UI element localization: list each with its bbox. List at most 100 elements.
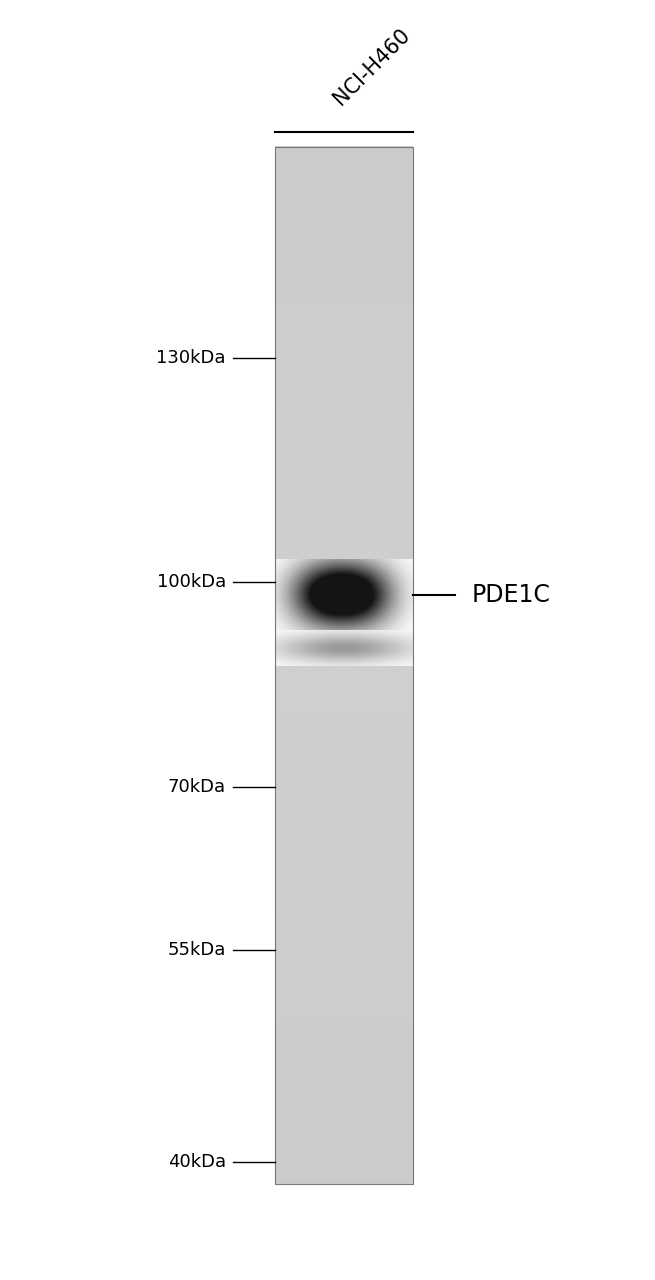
Bar (275, 945, 413, 951)
Bar (275, 338, 413, 344)
Bar (275, 452, 413, 458)
Bar (275, 700, 413, 707)
Bar (275, 1079, 413, 1085)
Bar (275, 861, 413, 868)
Bar (275, 447, 413, 453)
Bar (275, 710, 413, 717)
Bar (275, 717, 413, 723)
Bar (275, 768, 413, 774)
Bar (275, 301, 413, 308)
Bar (275, 1074, 413, 1080)
Bar (275, 1110, 413, 1116)
Bar (275, 343, 413, 349)
Bar (275, 204, 413, 210)
Bar (275, 826, 413, 832)
Bar (275, 1105, 413, 1111)
Bar (275, 669, 413, 676)
Bar (275, 836, 413, 842)
Bar (275, 634, 413, 640)
Bar (275, 1084, 413, 1091)
Bar (275, 929, 413, 936)
Bar (275, 602, 413, 608)
Bar (275, 1053, 413, 1060)
Bar (275, 596, 413, 603)
Bar (275, 457, 413, 463)
Bar (275, 442, 413, 448)
Bar (275, 545, 413, 552)
Text: 100kDa: 100kDa (157, 573, 226, 591)
Bar (275, 591, 413, 598)
Bar (275, 214, 413, 220)
Bar (275, 831, 413, 837)
Bar (275, 156, 413, 163)
Bar (275, 955, 413, 961)
Bar (275, 312, 413, 319)
Bar (275, 503, 413, 509)
Bar (275, 1027, 413, 1034)
Bar (275, 333, 413, 339)
Bar (275, 1178, 413, 1184)
Bar (275, 280, 413, 287)
Bar (275, 244, 413, 251)
Bar (275, 748, 413, 754)
Bar (275, 317, 413, 324)
Bar (275, 1043, 413, 1050)
Bar (275, 265, 413, 271)
Bar (275, 394, 413, 401)
Bar (275, 644, 413, 650)
Bar (275, 1021, 413, 1029)
Bar (275, 804, 413, 810)
Bar (275, 965, 413, 972)
Bar (275, 177, 413, 183)
Bar (275, 654, 413, 660)
Bar (275, 187, 413, 193)
Bar (275, 421, 413, 428)
Bar (275, 166, 413, 173)
Bar (275, 975, 413, 982)
Bar (275, 369, 413, 375)
Bar (275, 1094, 413, 1101)
Bar (275, 1069, 413, 1075)
Bar (275, 1016, 413, 1023)
Bar (275, 426, 413, 433)
Bar (275, 960, 413, 966)
Bar (275, 472, 413, 479)
Bar (275, 618, 413, 625)
Bar (275, 462, 413, 468)
Bar (275, 364, 413, 370)
Bar (275, 732, 413, 739)
Bar (275, 887, 413, 893)
Bar (275, 411, 413, 417)
Bar (275, 778, 413, 785)
Bar (275, 483, 413, 489)
Bar (275, 307, 413, 314)
Bar (275, 1033, 413, 1039)
Bar (275, 566, 413, 572)
Bar (275, 680, 413, 686)
Bar (275, 508, 413, 516)
Bar (275, 379, 413, 385)
Bar (275, 198, 413, 205)
Bar (275, 498, 413, 504)
Bar (275, 1001, 413, 1007)
Bar (275, 690, 413, 696)
Bar (275, 659, 413, 666)
Bar (275, 820, 413, 827)
Bar (275, 872, 413, 878)
Bar (275, 270, 413, 276)
Bar (275, 1038, 413, 1044)
Bar (275, 172, 413, 178)
Bar (275, 389, 413, 396)
Bar (275, 867, 413, 873)
Bar (275, 1048, 413, 1055)
Bar (275, 467, 413, 474)
Bar (275, 623, 413, 630)
Bar (275, 1064, 413, 1070)
Bar (275, 1167, 413, 1174)
Bar (275, 727, 413, 733)
Bar (275, 399, 413, 406)
Bar (275, 1125, 413, 1132)
Bar (275, 520, 413, 526)
Bar (275, 1152, 413, 1158)
Bar (275, 695, 413, 701)
